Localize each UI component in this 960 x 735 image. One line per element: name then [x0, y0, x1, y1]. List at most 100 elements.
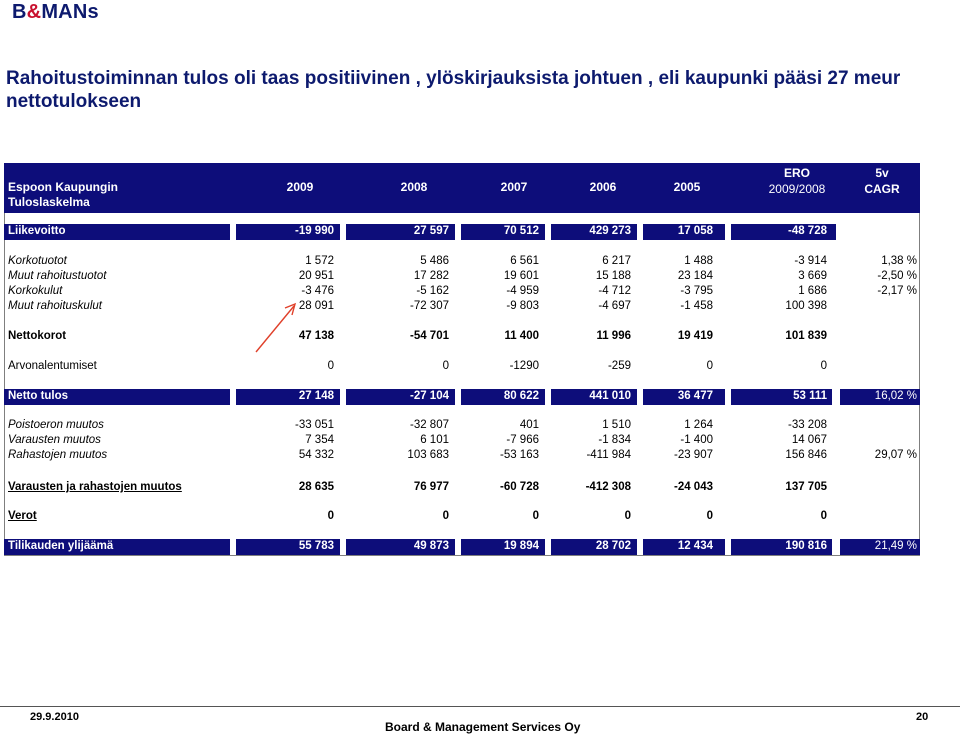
value-cell: 49 873 — [413, 540, 449, 552]
column-gap — [545, 389, 551, 405]
column-gap — [230, 539, 236, 555]
ero-cell: 3 669 — [798, 270, 827, 282]
row-label: Rahastojen muutos — [8, 449, 108, 461]
value-cell: 1 264 — [684, 419, 713, 431]
value-cell: -5 162 — [416, 285, 449, 297]
table-header — [4, 163, 920, 213]
column-gap — [455, 389, 461, 405]
footer-page-number: 20 — [916, 711, 929, 723]
value-cell: 17 058 — [677, 225, 713, 237]
cagr-cell — [844, 418, 917, 433]
value-cell: 7 354 — [305, 434, 334, 446]
value-cell: 15 188 — [595, 270, 631, 282]
cagr-cell — [844, 359, 917, 374]
value-cell: -4 959 — [506, 285, 539, 297]
value-cell: 0 — [706, 360, 713, 372]
row-label: Varausten muutos — [8, 434, 101, 446]
cagr-cell: -2,50 % — [877, 270, 917, 282]
ero-cell: 156 846 — [785, 449, 827, 461]
column-gap — [455, 224, 461, 240]
ero-cell: -33 208 — [787, 419, 827, 431]
header-year-2007: 2007 — [500, 180, 528, 194]
row-label: Korkokulut — [8, 285, 63, 297]
column-gap — [230, 224, 236, 240]
cagr-cell — [844, 224, 917, 239]
table-row-rahastojen-muutos: Rahastojen muutos 54 332 103 683 -53 163 -41… — [4, 448, 920, 464]
value-cell: 441 010 — [589, 390, 631, 402]
value-cell: 1 572 — [305, 255, 334, 267]
cagr-cell — [844, 299, 917, 314]
company-logo: B&MANs — [12, 1, 99, 23]
header-ero: ERO 2009/2008 — [768, 166, 826, 196]
cagr-cell: -2,17 % — [877, 285, 917, 297]
column-gap — [637, 539, 643, 555]
row-label: Nettokorot — [8, 330, 67, 342]
value-cell: -9 803 — [506, 300, 539, 312]
row-label: Varausten ja rahastojen muutos — [8, 481, 182, 493]
value-cell: -3 476 — [301, 285, 334, 297]
ero-cell: 0 — [820, 360, 827, 372]
column-gap — [832, 539, 840, 555]
table-row-nettokorot: Nettokorot 47 138 -54 701 11 400 11 996 19 41… — [4, 329, 920, 345]
value-cell: 19 894 — [503, 540, 539, 552]
value-cell: 36 477 — [677, 390, 713, 402]
value-cell: -411 984 — [586, 449, 631, 461]
ero-cell: -48 728 — [787, 225, 827, 237]
value-cell: -23 907 — [673, 449, 713, 461]
ero-cell: 14 067 — [791, 434, 827, 446]
value-cell: -1 400 — [680, 434, 713, 446]
row-label: Muut rahoitustuotot — [8, 270, 107, 282]
ero-cell: 137 705 — [785, 481, 827, 493]
cagr-cell: 29,07 % — [874, 449, 917, 461]
header-cagr: 5v CAGR — [864, 166, 900, 196]
value-cell: -19 990 — [294, 225, 334, 237]
cagr-cell — [844, 480, 917, 495]
value-cell: 28 635 — [298, 481, 334, 493]
column-gap — [545, 224, 551, 240]
value-cell: -4 697 — [598, 300, 631, 312]
value-cell: 55 783 — [298, 540, 334, 552]
value-cell: 11 996 — [596, 330, 631, 342]
cagr-cell — [844, 509, 917, 524]
header-label-line2: Tuloslaskelma — [8, 195, 90, 209]
value-cell: 11 400 — [504, 330, 539, 342]
value-cell: 54 332 — [298, 449, 334, 461]
row-label: Verot — [8, 510, 37, 522]
value-cell: 27 148 — [298, 390, 334, 402]
value-cell: 1 510 — [602, 419, 631, 431]
value-cell: 0 — [442, 360, 449, 372]
header-label-line1: Espoon Kaupungin — [8, 180, 118, 194]
header-year-2005: 2005 — [673, 180, 701, 194]
value-cell: 28 702 — [595, 540, 631, 552]
column-gap — [545, 539, 551, 555]
column-gap — [340, 539, 346, 555]
value-cell: -1 458 — [680, 300, 713, 312]
ero-cell: 190 816 — [785, 540, 827, 552]
cagr-cell: 1,38 % — [881, 255, 917, 267]
slide-title: Rahoitustoiminnan tulos oli taas positii… — [6, 68, 901, 112]
row-label: Tilikauden ylijäämä — [8, 540, 114, 552]
column-gap — [637, 224, 643, 240]
row-band — [4, 224, 836, 240]
value-cell: 0 — [624, 510, 631, 522]
ero-cell: 53 111 — [793, 390, 827, 402]
value-cell: 0 — [706, 510, 713, 522]
value-cell: 6 101 — [420, 434, 449, 446]
value-cell: -7 966 — [506, 434, 539, 446]
value-cell: 70 512 — [503, 225, 539, 237]
value-cell: -3 795 — [680, 285, 713, 297]
ero-cell: 1 686 — [798, 285, 827, 297]
value-cell: -53 163 — [499, 449, 539, 461]
column-gap — [832, 389, 840, 405]
value-cell: -33 051 — [294, 419, 334, 431]
table-row-liikevoitto: Liikevoitto -19 990 27 597 70 512 429 273 17 … — [4, 224, 920, 240]
cagr-cell: 16,02 % — [874, 390, 917, 402]
value-cell: 23 184 — [677, 270, 713, 282]
column-gap — [637, 389, 643, 405]
table-row-varausten-muutos: Varausten muutos 7 354 6 101 -7 966 -1 834 -1… — [4, 433, 920, 449]
value-cell: -60 728 — [499, 481, 539, 493]
value-cell: -412 308 — [585, 481, 631, 493]
value-cell: 47 138 — [298, 330, 334, 342]
column-gap — [455, 539, 461, 555]
ero-cell: -3 914 — [794, 255, 827, 267]
